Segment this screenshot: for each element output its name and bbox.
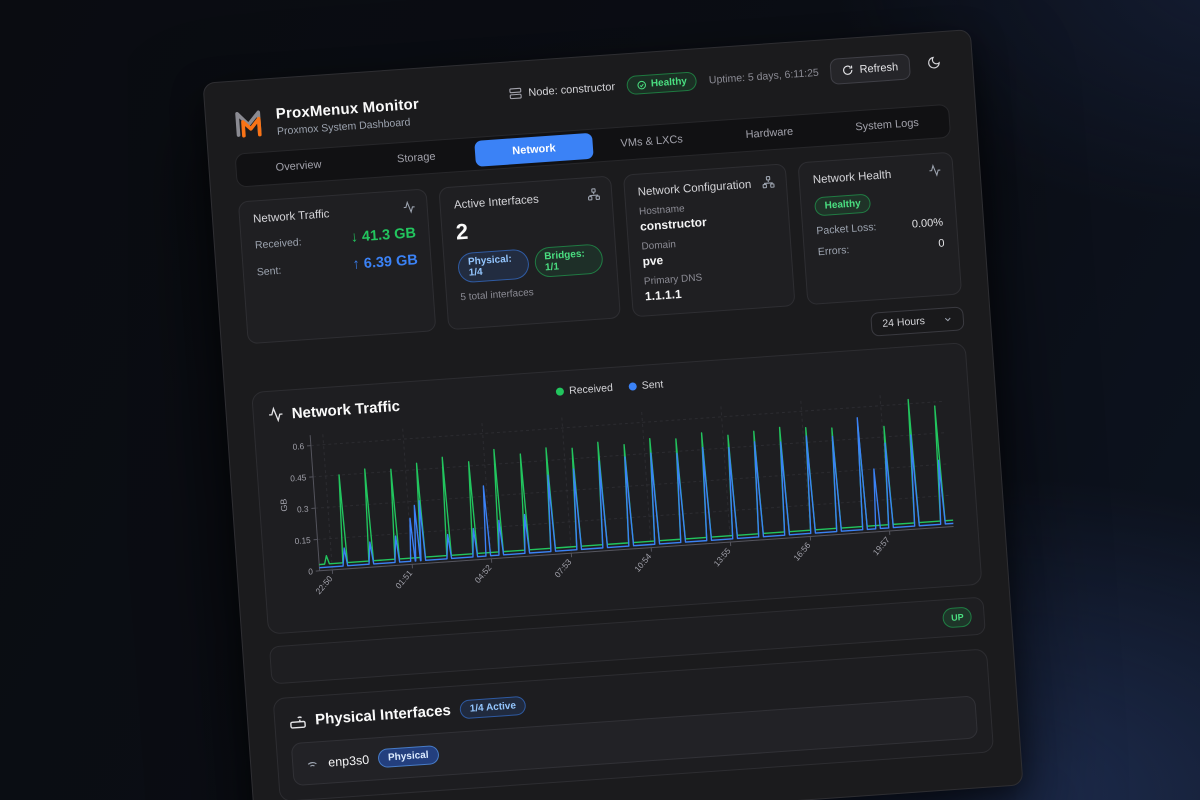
svg-text:GB: GB (278, 498, 289, 512)
interface-row-enp3s0[interactable]: enp3s0 Physical (290, 695, 979, 787)
svg-text:01:51: 01:51 (393, 568, 414, 591)
brand: ProxMenux Monitor Proxmox System Dashboa… (231, 95, 420, 142)
activity-icon (267, 406, 284, 423)
activity-icon (403, 200, 417, 214)
refresh-icon (842, 64, 854, 76)
refresh-label: Refresh (859, 60, 899, 76)
check-circle-icon (637, 79, 648, 90)
card-title: Network Health (812, 168, 892, 187)
errors-label: Errors: (817, 244, 850, 259)
chart-header: Network Traffic (267, 356, 953, 426)
card-network-health: Network Health Healthy Packet Loss: 0.00… (797, 151, 963, 306)
svg-text:19:57: 19:57 (871, 534, 892, 557)
sent-label: Sent: (256, 264, 282, 279)
interface-name: enp3s0 (327, 752, 370, 770)
health-badge-label: Healthy (650, 75, 688, 90)
wifi-icon (305, 756, 320, 771)
physical-interfaces-header: Physical Interfaces 1/4 Active (289, 664, 975, 731)
tab-system-logs[interactable]: System Logs (854, 116, 920, 134)
svg-text:22:50: 22:50 (313, 573, 334, 596)
physical-interfaces-card: Physical Interfaces 1/4 Active enp3s0 Ph… (272, 648, 995, 800)
active-interfaces-badge: 1/4 Active (459, 695, 527, 720)
traffic-chart: 0 0.15 0.3 0.45 0.6 22:50 01:51 04:52 07:53 10:54… (278, 395, 954, 596)
svg-text:10:54: 10:54 (632, 551, 653, 574)
svg-text:0.45: 0.45 (290, 472, 307, 483)
dashboard-panel: ProxMenux Monitor Proxmox System Dashboa… (202, 29, 1024, 800)
chevron-down-icon (942, 314, 953, 325)
tab-hardware[interactable]: Hardware (745, 125, 794, 142)
svg-text:0.15: 0.15 (294, 535, 311, 546)
received-label: Received: (254, 236, 302, 252)
tab-overview[interactable]: Overview (275, 158, 322, 174)
top-bar: ProxMenux Monitor Proxmox System Dashboa… (231, 48, 948, 142)
dashboard-window: ProxMenux Monitor Proxmox System Dashboa… (202, 29, 1024, 800)
card-title: Network Configuration (637, 178, 752, 199)
network-icon (586, 187, 600, 201)
activity-icon (928, 163, 942, 177)
svg-text:13:55: 13:55 (712, 545, 733, 568)
svg-text:04:52: 04:52 (473, 562, 494, 585)
moon-icon (926, 55, 941, 70)
bridges-count-badge: Bridges: 1/1 (533, 243, 604, 279)
active-interfaces-count: 2 (455, 218, 469, 245)
svg-text:0: 0 (308, 566, 314, 576)
refresh-button[interactable]: Refresh (829, 52, 911, 85)
svg-text:16:56: 16:56 (791, 540, 812, 563)
proxmenux-logo (231, 105, 267, 141)
health-badge: Healthy (626, 71, 698, 96)
svg-text:0.3: 0.3 (297, 504, 309, 515)
card-title: Active Interfaces (453, 193, 540, 212)
time-range-select[interactable]: 24 Hours (870, 306, 965, 337)
total-interfaces-label: 5 total interfaces (460, 287, 535, 304)
stat-cards-row: Network Traffic Received: ↓ 41.3 GB Sent… (237, 151, 963, 345)
svg-text:0.6: 0.6 (292, 441, 304, 452)
time-range-row: 24 Hours (249, 306, 965, 380)
node-label: Node: constructor (527, 80, 616, 99)
tab-network[interactable]: Network (474, 132, 594, 167)
node-indicator: Node: constructor (509, 80, 615, 100)
card-network-traffic: Network Traffic Received: ↓ 41.3 GB Sent… (237, 188, 437, 345)
interface-type-badge: Physical (377, 744, 440, 769)
health-status-badge: Healthy (814, 193, 872, 217)
card-title: Network Traffic (252, 208, 330, 226)
header-status-group: Node: constructor Healthy Uptime: 5 days… (508, 48, 947, 107)
card-active-interfaces: Active Interfaces 2 Physical: 1/4 Bridge… (438, 175, 621, 331)
uptime-label: Uptime: 5 days, 6:11:25 (708, 66, 820, 86)
physical-interfaces-title: Physical Interfaces (314, 702, 452, 729)
network-tree-icon (761, 175, 775, 189)
packet-loss-label: Packet Loss: (816, 221, 877, 238)
network-traffic-chart-card: Received Sent Network Traffic 0 0.15 0.3 0.… (251, 342, 983, 635)
tab-storage[interactable]: Storage (396, 150, 436, 166)
up-status-badge: UP (942, 606, 973, 629)
svg-text:07:53: 07:53 (552, 557, 573, 580)
card-network-configuration: Network Configuration Hostname construct… (622, 163, 796, 318)
server-icon (509, 87, 523, 101)
theme-toggle-button[interactable] (921, 50, 947, 79)
physical-count-badge: Physical: 1/4 (457, 248, 530, 284)
packet-loss-value: 0.00% (911, 216, 944, 231)
router-icon (289, 712, 307, 730)
time-range-value: 24 Hours (881, 314, 926, 330)
errors-value: 0 (937, 237, 945, 250)
received-value: ↓ 41.3 GB (350, 225, 417, 246)
sent-value: ↑ 6.39 GB (352, 252, 419, 273)
tab-vms-lxcs[interactable]: VMs & LXCs (620, 133, 684, 150)
